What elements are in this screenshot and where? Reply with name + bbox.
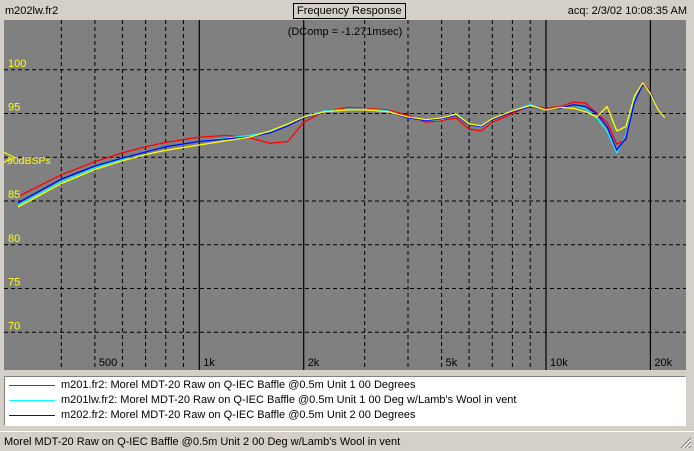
- reference-level-marker: [3, 151, 16, 163]
- status-text: Morel MDT-20 Raw on Q-IEC Baffle @0.5m U…: [4, 436, 401, 448]
- series-line-m202-fr2: [17, 83, 666, 204]
- grid-lines: [4, 20, 686, 370]
- x-tick-labels: 500 1k 2k 5k 10k 20k: [99, 357, 673, 369]
- dcomp-annotation: (DComp = -1.271msec): [288, 26, 403, 38]
- x-tick-label: 2k: [308, 357, 320, 369]
- frequency-response-chart: 100 95 85 80 75 70 500 1k 2k 5k 10k 20k (DComp = -…: [3, 20, 686, 370]
- x-tick-label: 10k: [550, 357, 568, 369]
- title-bar: m202lw.fr2 Frequency Response acq: 2/3/0…: [0, 0, 694, 20]
- legend-swatch: [9, 415, 55, 416]
- legend-label: m202.fr2: Morel MDT-20 Raw on Q-IEC Baff…: [61, 409, 416, 421]
- file-name: m202lw.fr2: [5, 5, 59, 17]
- x-tick-label: 500: [99, 357, 117, 369]
- legend: m201.fr2: Morel MDT-20 Raw on Q-IEC Baff…: [4, 376, 686, 426]
- y-tick-labels: 100 95 85 80 75 70: [8, 58, 26, 332]
- chart-title-button[interactable]: Frequency Response: [293, 3, 406, 19]
- plot-area[interactable]: 100 95 85 80 75 70 500 1k 2k 5k 10k 20k (DComp = -…: [3, 20, 686, 370]
- acquisition-timestamp: acq: 2/3/02 10:08:35 AM: [567, 5, 687, 17]
- y-tick-label: 85: [8, 189, 20, 201]
- x-tick-label: 20k: [654, 357, 672, 369]
- series-line-m202lw-fr2: [17, 82, 666, 208]
- legend-swatch: [9, 385, 55, 386]
- series-line-m201-fr2: [17, 82, 666, 198]
- ref-arrow-icon: [3, 151, 16, 163]
- y-tick-label: 70: [8, 320, 20, 332]
- legend-label: m201.fr2: Morel MDT-20 Raw on Q-IEC Baff…: [61, 379, 416, 391]
- x-tick-label: 5k: [446, 357, 458, 369]
- legend-label: m201lw.fr2: Morel MDT-20 Raw on Q-IEC Ba…: [61, 394, 517, 406]
- legend-swatch: [9, 400, 55, 401]
- y-tick-label: 95: [8, 102, 20, 114]
- series-layer: [17, 82, 666, 208]
- plot-background: [4, 20, 686, 370]
- status-bar: Morel MDT-20 Raw on Q-IEC Baffle @0.5m U…: [0, 431, 694, 451]
- resize-grip-icon[interactable]: [680, 437, 692, 449]
- reference-level-label: 90dBSPs: [7, 155, 51, 167]
- y-tick-label: 100: [8, 58, 26, 70]
- y-tick-label: 80: [8, 233, 20, 245]
- y-tick-label: 75: [8, 277, 20, 289]
- x-tick-label: 1k: [203, 357, 215, 369]
